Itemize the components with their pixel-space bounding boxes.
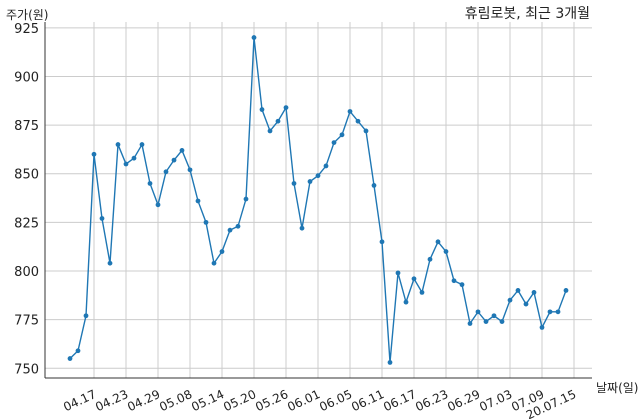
data-point — [523, 301, 529, 307]
y-tick-label: 775 — [14, 314, 39, 329]
data-point — [219, 249, 225, 254]
data-point — [299, 225, 305, 231]
data-point — [515, 288, 521, 293]
data-point — [251, 35, 257, 40]
data-point — [499, 319, 505, 324]
y-tick-label: 850 — [14, 168, 39, 183]
data-point — [355, 118, 361, 124]
data-point — [211, 260, 217, 266]
x-tick-label: 04.29 — [125, 387, 162, 414]
y-tick-labels: 750 775 800 825 850 875 900 925 — [14, 22, 39, 377]
x-tick-label: 06.05 — [317, 387, 354, 414]
x-tick-label: 04.23 — [93, 387, 130, 414]
data-point — [99, 216, 105, 221]
data-point — [459, 282, 465, 288]
data-point — [195, 198, 201, 204]
data-point — [187, 167, 193, 173]
x-tick-label: 05.14 — [189, 387, 226, 414]
data-point — [107, 260, 113, 266]
x-tick-label: 06.23 — [413, 387, 450, 414]
data-point — [155, 202, 161, 208]
data-point — [531, 290, 537, 295]
x-tick-label: 05.08 — [157, 387, 194, 414]
data-point — [347, 109, 353, 114]
chart-title: 휴림로봇, 최근 3개월 — [465, 6, 590, 22]
data-point — [91, 151, 97, 157]
data-point — [259, 107, 265, 112]
data-point — [467, 321, 473, 326]
x-tick-label: 04.17 — [61, 387, 98, 414]
x-tick-label: 06.11 — [349, 387, 386, 414]
x-tick-label: 07.03 — [477, 387, 514, 414]
data-point — [291, 181, 297, 186]
data-point — [235, 223, 241, 229]
data-point — [307, 179, 313, 184]
data-point — [203, 219, 209, 225]
x-tick-label: 06.29 — [445, 387, 482, 414]
data-point — [123, 161, 129, 167]
y-axis-label: 주가(원) — [6, 8, 48, 22]
y-tick-label: 900 — [14, 70, 39, 85]
x-tick-label: 05.20 — [221, 387, 258, 414]
data-point — [283, 105, 289, 110]
data-point — [555, 309, 561, 315]
y-tick-label: 750 — [14, 362, 39, 377]
data-point — [115, 142, 121, 147]
x-axis-label: 날짜(일) — [596, 381, 638, 395]
data-point — [491, 313, 497, 319]
data-point — [435, 239, 441, 245]
axes — [44, 22, 592, 379]
data-point — [323, 163, 329, 169]
x-tick-labels: 04.1704.2304.2905.0805.1405.2005.2606.01… — [61, 387, 578, 419]
data-point — [339, 132, 345, 138]
data-point — [179, 147, 185, 153]
data-point — [387, 360, 393, 365]
data-point — [403, 299, 409, 305]
data-point — [475, 309, 481, 315]
data-point — [331, 140, 337, 146]
x-tick-label: 06.01 — [285, 387, 322, 414]
data-point — [547, 309, 553, 315]
data-point — [131, 155, 137, 161]
data-point — [427, 256, 433, 262]
data-point — [315, 173, 321, 179]
data-point — [371, 183, 377, 188]
data-point — [539, 325, 545, 330]
data-point — [483, 319, 489, 324]
data-point — [419, 290, 425, 295]
data-point — [67, 356, 73, 361]
data-point — [563, 288, 569, 293]
data-point — [75, 348, 81, 354]
data-point — [451, 278, 457, 284]
data-point — [443, 249, 449, 254]
data-point — [395, 270, 401, 276]
data-point — [275, 118, 281, 124]
data-point — [411, 276, 417, 282]
y-tick-label: 875 — [14, 119, 39, 134]
data-point — [227, 227, 233, 233]
data-point — [83, 313, 89, 319]
data-point — [139, 142, 145, 147]
data-point — [507, 297, 513, 303]
data-point — [379, 239, 385, 245]
x-tick-label: 06.17 — [381, 387, 418, 414]
data-point — [243, 196, 249, 202]
x-tick-label: 05.26 — [253, 387, 290, 414]
y-tick-label: 800 — [14, 265, 39, 280]
price-series — [67, 35, 569, 365]
grid-lines — [45, 22, 592, 378]
data-point — [147, 181, 153, 186]
data-point — [163, 169, 169, 175]
y-tick-label: 825 — [14, 216, 39, 231]
data-point — [363, 128, 369, 134]
data-point — [267, 128, 273, 134]
data-point — [171, 157, 177, 163]
y-tick-label: 925 — [14, 22, 39, 37]
